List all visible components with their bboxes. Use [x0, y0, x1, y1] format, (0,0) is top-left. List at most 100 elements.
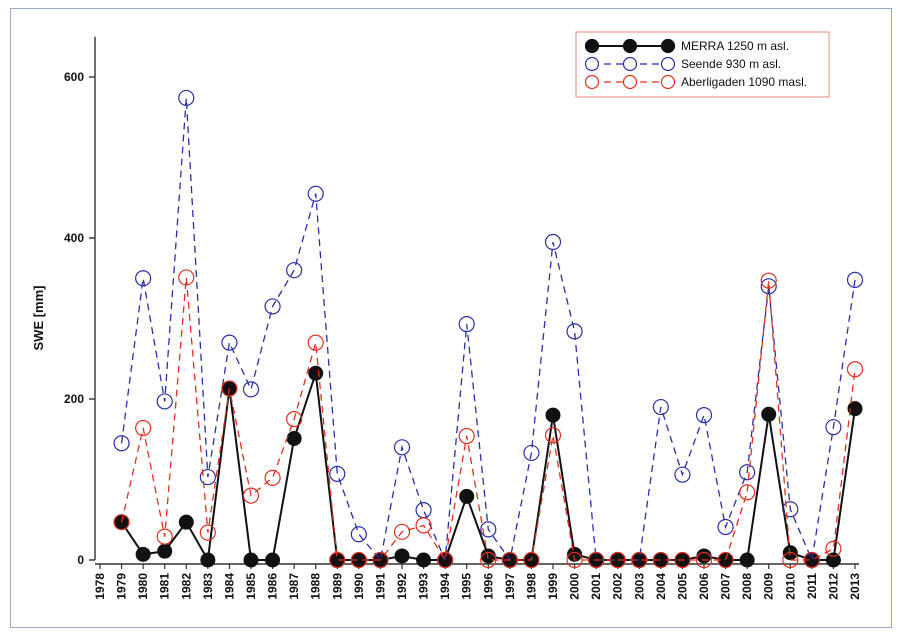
x-tick-label: 2000: [568, 573, 582, 600]
y-tick-label: 600: [64, 70, 84, 84]
data-point: [135, 270, 152, 287]
data-point: [761, 406, 777, 422]
series-1: [114, 365, 863, 568]
data-point: [674, 466, 691, 483]
legend-entry: MERRA 1250 m asl.: [584, 38, 789, 54]
legend-swatch-marker: [584, 74, 600, 90]
data-point: [178, 269, 195, 286]
data-point: [394, 548, 410, 564]
legend-entry: Aberligaden 1090 masl.: [584, 74, 807, 90]
data-point: [739, 464, 756, 481]
series-line: [120, 97, 856, 563]
data-point: [458, 316, 475, 333]
data-point: [566, 551, 583, 569]
x-tick-label: 1994: [438, 573, 452, 600]
data-point: [847, 401, 863, 417]
series-line: [120, 277, 856, 562]
data-point: [825, 552, 841, 568]
data-point: [286, 411, 303, 428]
data-point: [459, 488, 475, 504]
data-point: [480, 551, 497, 569]
data-point: [760, 272, 777, 289]
data-point: [393, 523, 411, 540]
data-point: [350, 526, 367, 543]
legend-entry: Seende 930 m asl.: [584, 56, 781, 72]
data-point: [393, 439, 411, 456]
y-tick-label: 200: [64, 392, 84, 406]
data-point: [609, 551, 626, 569]
x-tick-label: 1985: [244, 573, 258, 600]
data-point: [652, 551, 669, 569]
data-point: [825, 540, 842, 557]
x-tick-label: 2010: [783, 573, 797, 600]
data-point: [544, 427, 562, 444]
x-tick-label: 1986: [266, 573, 280, 600]
data-point: [242, 381, 260, 398]
data-point: [178, 514, 194, 530]
x-tick-label: 1991: [373, 573, 387, 600]
data-point: [739, 552, 755, 568]
legend-swatch-marker: [660, 74, 676, 90]
legend-swatch-marker: [622, 74, 638, 90]
axes: 0 200 400 600 1978 1979 1980 1981 1982 1983 1984 19…: [64, 36, 862, 600]
data-point: [221, 334, 238, 351]
data-point: [782, 501, 799, 518]
data-point: [307, 185, 324, 202]
data-point: [803, 551, 820, 569]
data-point: [782, 551, 799, 569]
x-tick-label: 1980: [136, 573, 150, 600]
y-tick-label: 0: [77, 553, 84, 567]
data-point: [113, 514, 130, 531]
data-point: [437, 551, 454, 569]
series-2: [113, 89, 864, 569]
x-tick-label: 1999: [546, 573, 560, 600]
data-point: [135, 546, 151, 562]
x-tick-label: 1983: [201, 573, 215, 600]
data-point: [846, 361, 864, 378]
data-point: [372, 551, 389, 569]
data-point: [242, 487, 260, 504]
legend-label: MERRA 1250 m asl.: [681, 39, 789, 53]
data-point: [307, 334, 324, 351]
legend-swatch-marker: [660, 56, 676, 72]
x-tick-label: 2001: [589, 573, 603, 600]
x-tick-label: 2013: [848, 573, 862, 600]
data-point: [717, 518, 734, 536]
x-tick-label: 1997: [503, 573, 517, 600]
legend-swatch-marker: [584, 56, 600, 72]
x-tick-label: 1992: [395, 573, 409, 600]
x-tick-label: 1979: [115, 573, 129, 600]
x-tick-label: 1984: [222, 573, 236, 600]
data-point: [329, 465, 346, 482]
data-point: [631, 551, 648, 569]
legend: MERRA 1250 m asl. Seende 930 m asl. Aberli…: [575, 31, 830, 98]
data-point: [567, 546, 583, 562]
data-point: [480, 521, 497, 538]
data-point: [480, 548, 496, 564]
data-point: [135, 419, 152, 437]
data-point: [458, 427, 475, 445]
data-point: [523, 551, 540, 569]
legend-label: Aberligaden 1090 masl.: [681, 75, 807, 89]
data-point: [264, 469, 281, 486]
x-tick-label: 1998: [524, 573, 538, 600]
data-point: [825, 419, 842, 436]
data-point: [523, 444, 540, 462]
x-tick-label: 2012: [826, 573, 840, 600]
legend-swatch-marker: [622, 56, 638, 72]
data-point: [200, 552, 216, 568]
legend-swatch-marker: [660, 38, 676, 54]
data-point: [695, 551, 713, 569]
data-point: [695, 407, 713, 424]
x-tick-label: 1982: [179, 573, 193, 600]
data-point: [415, 501, 432, 519]
data-point: [265, 552, 281, 568]
data-point: [846, 271, 864, 288]
legend-label: Seende 930 m asl.: [681, 57, 781, 71]
data-point: [308, 365, 324, 381]
x-tick-label: 1981: [158, 573, 172, 600]
data-point: [156, 528, 173, 545]
x-tick-label: 2009: [762, 573, 776, 600]
data-point: [760, 278, 777, 295]
